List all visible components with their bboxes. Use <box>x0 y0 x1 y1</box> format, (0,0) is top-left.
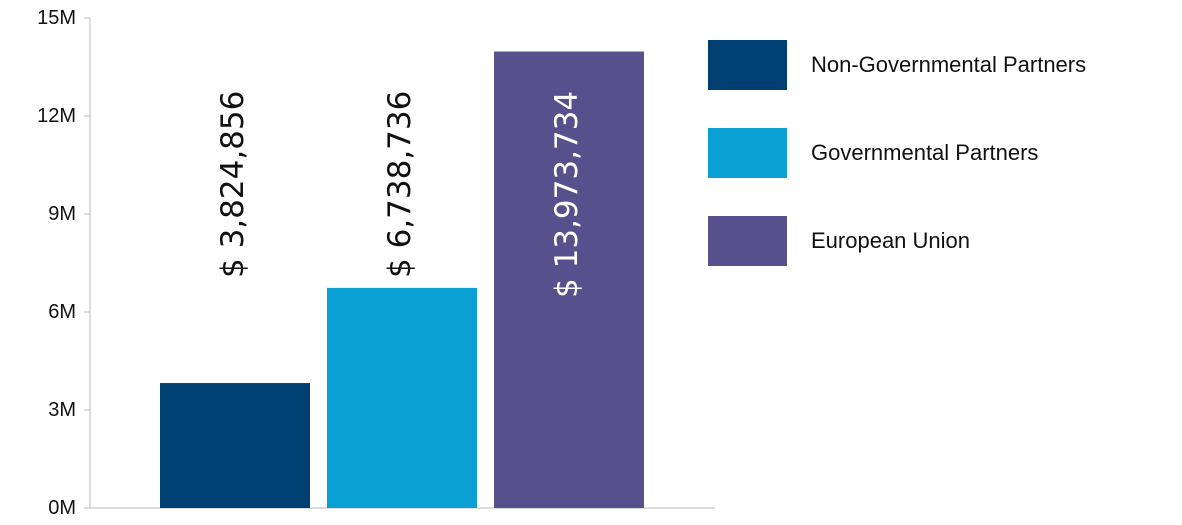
legend: Non-Governmental Partners Governmental Pa… <box>708 40 1086 266</box>
legend-item: Governmental Partners <box>708 128 1086 178</box>
bar-3 <box>494 51 644 508</box>
y-tick-label: 12M <box>37 105 76 127</box>
data-label-1: $ 3,824,856 <box>215 91 251 278</box>
legend-label: European Union <box>811 228 971 253</box>
y-ticks: 0M 3M 6M 9M 12M 15M <box>37 7 90 519</box>
bars <box>160 51 644 508</box>
legend-label: Governmental Partners <box>811 140 1039 165</box>
legend-label: Non-Governmental Partners <box>811 52 1087 77</box>
y-tick-label: 3M <box>48 399 76 421</box>
data-label-3: $ 13,973,734 <box>549 91 585 298</box>
legend-swatch <box>708 40 787 90</box>
legend-item: European Union <box>708 216 1086 266</box>
legend-item: Non-Governmental Partners <box>708 40 1086 90</box>
y-tick-label: 9M <box>48 203 76 225</box>
y-tick-label: 15M <box>37 7 76 29</box>
y-tick-label: 6M <box>48 301 76 323</box>
bar-1 <box>160 383 310 508</box>
y-tick-label: 0M <box>48 497 76 519</box>
data-labels: $ 3,824,856 $ 6,738,736 $ 13,973,734 <box>215 91 585 298</box>
bar-2 <box>327 287 477 508</box>
legend-swatch <box>708 128 787 178</box>
legend-swatch <box>708 216 787 266</box>
data-label-2: $ 6,738,736 <box>382 91 418 278</box>
